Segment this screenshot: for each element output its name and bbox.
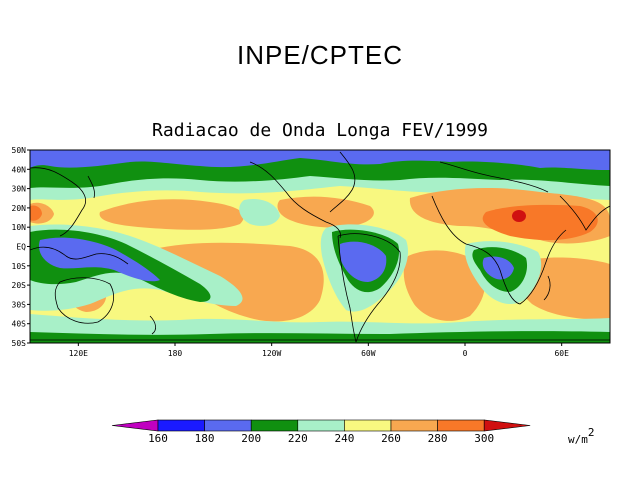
- legend-swatch: [437, 419, 485, 432]
- lat-tick-label: 20S: [12, 281, 27, 290]
- coast-india: [559, 195, 610, 231]
- lat-tick-label: 50N: [12, 146, 27, 155]
- legend-swatch: [157, 419, 205, 432]
- contour-200-warm-pool: [38, 237, 160, 282]
- lat-tick-label: 50S: [12, 339, 27, 348]
- legend-swatch: [204, 419, 252, 432]
- olr-field: [30, 150, 610, 343]
- lon-tick-label: 0: [463, 349, 468, 358]
- coast-japan: [87, 175, 95, 199]
- legend-swatch: [344, 419, 392, 432]
- legend-level-label: 160: [148, 432, 168, 445]
- lon-tick-label: 120E: [69, 349, 88, 358]
- lat-tick-label: 40S: [12, 320, 27, 329]
- legend-level-label: 280: [428, 432, 448, 445]
- contour-300-arabia: [482, 204, 598, 241]
- contour-180-north-core: [200, 150, 300, 159]
- lat-tick-label: 20N: [12, 204, 27, 213]
- lat-tick-label: 10S: [12, 262, 27, 271]
- coast-south-america: [337, 233, 401, 343]
- lon-tick-label: 120W: [262, 349, 281, 358]
- coast-north-america-east: [329, 151, 356, 213]
- contour-280-south-atlantic: [403, 250, 485, 321]
- legend-swatch-low: [111, 419, 159, 432]
- legend-level-label: 260: [381, 432, 401, 445]
- coast-australia: [54, 277, 114, 324]
- coast-madagascar: [543, 275, 551, 301]
- contour-200-amazon: [340, 241, 387, 282]
- page-title: INPE/CPTEC: [236, 40, 404, 70]
- legend-level-label: 200: [241, 432, 261, 445]
- lon-tick-label: 60E: [554, 349, 569, 358]
- map-subtitle: Radiacao de Onda Longa FEV/1999: [152, 120, 488, 141]
- coast-new-zealand: [149, 315, 156, 335]
- coast-southeast-asia: [30, 246, 129, 265]
- legend-swatch: [250, 419, 299, 432]
- lat-tick-label: 10N: [12, 223, 27, 232]
- contour-300-sahara-west: [30, 205, 42, 221]
- coast-africa: [431, 195, 567, 305]
- unit-label: w/m2: [568, 426, 595, 446]
- lon-tick-label: 180: [168, 349, 183, 358]
- coast-east-asia: [30, 167, 86, 237]
- coast-north-america: [249, 161, 341, 239]
- contour-280-north-pacific: [99, 199, 244, 230]
- coastlines: [30, 151, 610, 343]
- legend-level-label: 220: [288, 432, 308, 445]
- legend-level-label: 300: [474, 432, 494, 445]
- coast-south-america-west: [337, 235, 357, 343]
- legend-swatch-high: [483, 419, 531, 432]
- contour-above-300-core: [512, 210, 526, 222]
- lon-tick-label: 60W: [361, 349, 376, 358]
- longitude-axis: 120E 180 120W 60W 0 60E: [69, 343, 569, 358]
- color-legend: 160 180 200 220 240 260 280 300: [111, 419, 531, 445]
- unit-exponent: 2: [587, 426, 595, 439]
- lat-tick-label: EQ: [16, 243, 26, 252]
- lat-tick-label: 30S: [12, 300, 27, 309]
- contour-180-200-north: [30, 150, 610, 170]
- lat-tick-label: 40N: [12, 165, 27, 174]
- contour-200-congo: [482, 256, 514, 280]
- contour-240-central-pacific: [239, 198, 280, 226]
- lat-tick-label: 30N: [12, 185, 27, 194]
- legend-swatch: [390, 419, 438, 432]
- coast-europe: [439, 161, 549, 193]
- legend-swatch: [297, 419, 345, 432]
- legend-level-label: 240: [334, 432, 354, 445]
- unit-text: w/m: [568, 433, 588, 446]
- legend-level-label: 180: [195, 432, 215, 445]
- latitude-axis: 50N 40N 30N 20N 10N EQ 10S 20S 30S 40S 50S: [12, 146, 30, 348]
- contour-280-east-pacific: [277, 196, 374, 228]
